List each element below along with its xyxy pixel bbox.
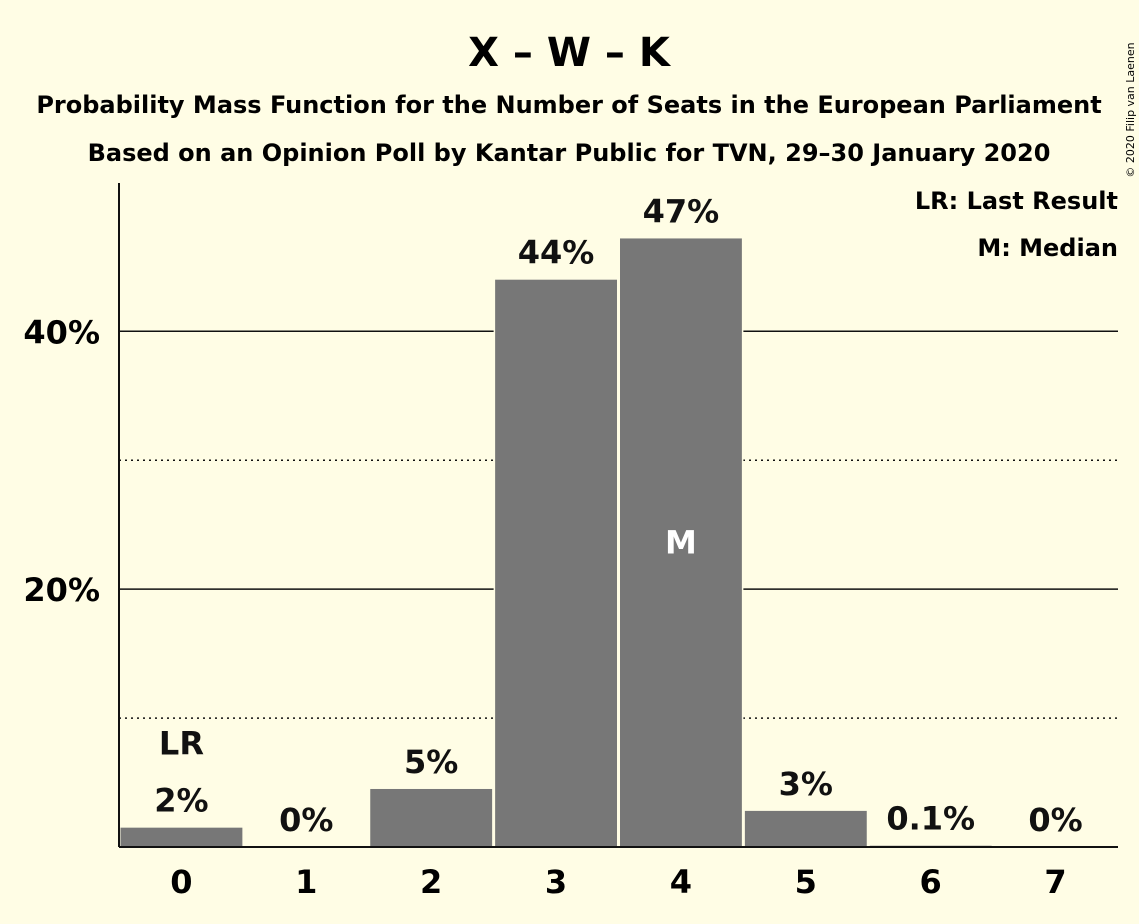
legend-last-result: LR: Last Result bbox=[915, 187, 1118, 215]
bar-value-label: 47% bbox=[643, 192, 720, 230]
x-tick-label: 4 bbox=[670, 863, 692, 901]
bar-value-label: 5% bbox=[404, 743, 458, 781]
x-tick-label: 0 bbox=[170, 863, 192, 901]
y-tick-label: 40% bbox=[23, 313, 100, 351]
x-tick-label: 7 bbox=[1044, 863, 1066, 901]
bar bbox=[495, 279, 617, 847]
y-tick-label: 20% bbox=[23, 571, 100, 609]
bar-value-label: 3% bbox=[779, 765, 833, 803]
axes: 20% 40% 0 1 2 3 4 5 6 7 bbox=[23, 183, 1118, 901]
median-marker: M bbox=[665, 524, 697, 562]
legend-median: M: Median bbox=[977, 234, 1118, 262]
x-tick-label: 6 bbox=[920, 863, 942, 901]
last-result-marker: LR bbox=[159, 725, 204, 763]
bar bbox=[620, 238, 742, 847]
bar bbox=[744, 810, 867, 847]
chart-subtitle: Probability Mass Function for the Number… bbox=[36, 91, 1101, 119]
chart-subtitle-source: Based on an Opinion Poll by Kantar Publi… bbox=[88, 139, 1051, 167]
data-labels: 2% LR 0% 5% 44% 47% M 3% 0.1% 0% bbox=[154, 192, 1082, 839]
chart-title: X – W – K bbox=[468, 30, 672, 76]
bars bbox=[120, 237, 992, 847]
x-tick-label: 3 bbox=[545, 863, 567, 901]
x-tick-label: 1 bbox=[295, 863, 317, 901]
x-tick-label: 5 bbox=[795, 863, 817, 901]
bar bbox=[370, 788, 493, 847]
bar-value-label: 2% bbox=[154, 782, 208, 820]
bar-value-label: 0.1% bbox=[886, 800, 975, 838]
bar-value-label: 0% bbox=[279, 801, 333, 839]
bar-value-label: 0% bbox=[1028, 801, 1082, 839]
copyright-note: © 2020 Filip van Laenen bbox=[1124, 42, 1137, 177]
bar-value-label: 44% bbox=[518, 234, 595, 272]
bar bbox=[120, 827, 243, 847]
x-tick-label: 2 bbox=[420, 863, 442, 901]
